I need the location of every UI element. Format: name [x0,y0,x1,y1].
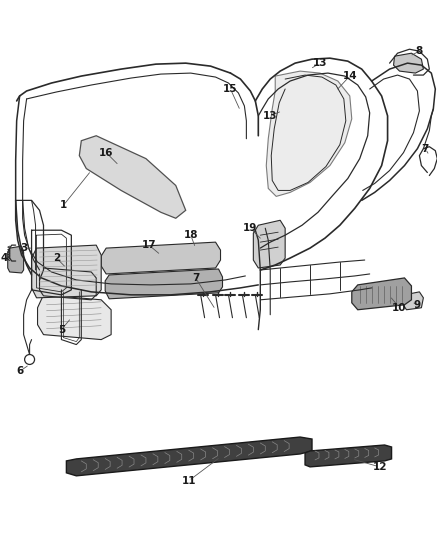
Text: 7: 7 [192,273,199,283]
Text: 12: 12 [372,462,387,472]
Polygon shape [38,295,111,340]
Text: 17: 17 [141,240,156,250]
Text: 3: 3 [20,243,27,253]
Text: 14: 14 [343,71,357,81]
Polygon shape [101,242,220,274]
Text: 7: 7 [422,144,429,154]
Polygon shape [8,246,24,273]
Text: 15: 15 [223,84,238,94]
Text: 8: 8 [416,46,423,56]
Text: 10: 10 [392,303,407,313]
Polygon shape [105,269,223,299]
Text: 13: 13 [313,58,327,68]
Text: 16: 16 [99,148,113,158]
Polygon shape [394,53,424,73]
Text: 6: 6 [16,366,23,376]
Text: 13: 13 [263,111,278,121]
Polygon shape [266,71,352,196]
Text: 2: 2 [53,253,60,263]
Polygon shape [67,437,312,476]
Text: 19: 19 [243,223,258,233]
Text: 4: 4 [0,253,7,263]
Polygon shape [305,445,392,467]
Text: 18: 18 [184,230,198,240]
Polygon shape [253,220,285,268]
Polygon shape [352,278,411,310]
Text: 9: 9 [414,300,421,310]
Polygon shape [79,136,186,219]
Text: 1: 1 [60,200,67,211]
Text: 5: 5 [58,325,65,335]
Polygon shape [403,292,424,310]
Polygon shape [32,245,101,298]
Text: 11: 11 [181,476,196,486]
